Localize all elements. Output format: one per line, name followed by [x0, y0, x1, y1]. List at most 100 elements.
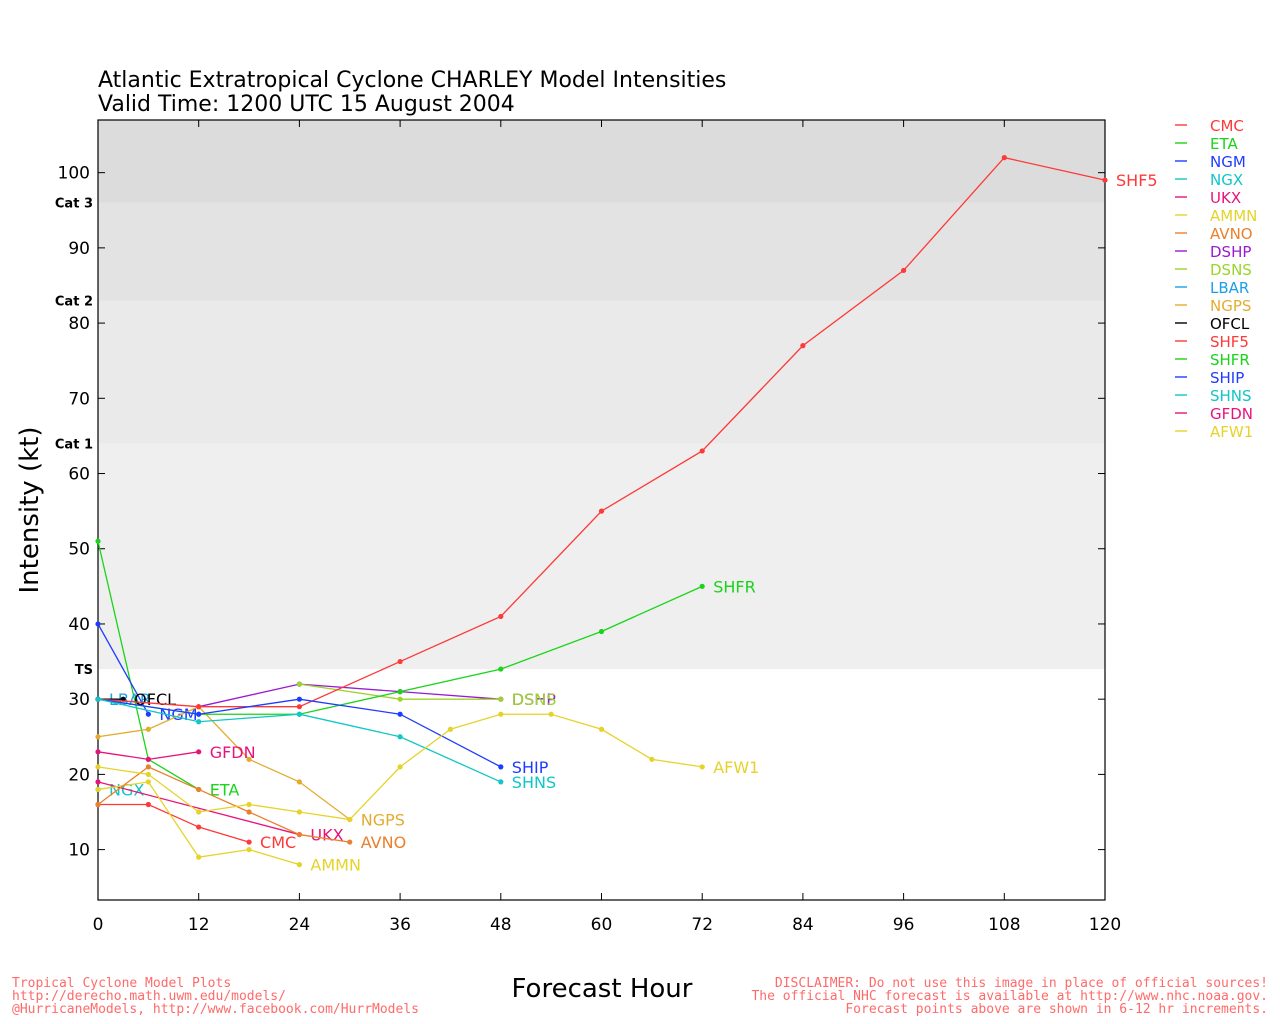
y-tick-label: 60	[68, 465, 90, 485]
series-label-ngps: NGPS	[361, 811, 405, 830]
data-point-ngps	[296, 779, 302, 785]
x-tick-label: 72	[691, 915, 713, 935]
data-point-gfdn	[95, 749, 101, 755]
x-axis: 0 12 24 36 48 60 72 84 96 108 120	[93, 120, 1121, 935]
intensity-band-1	[98, 443, 1105, 670]
data-point-ship	[498, 764, 504, 770]
legend-label-eta: ETA	[1210, 135, 1238, 153]
series-label-avno: AVNO	[361, 833, 406, 852]
data-point-ship	[296, 696, 302, 702]
category-label-ts: TS	[75, 663, 93, 678]
data-point-ammn	[196, 854, 202, 860]
data-point-shf5	[296, 704, 302, 710]
y-tick-label: 30	[68, 690, 90, 710]
legend: CMCETANGMNGXUKXAMMNAVNODSHPDSNSLBARNGPSO…	[1175, 117, 1257, 441]
data-point-shf5	[800, 343, 806, 349]
data-point-shf5	[699, 448, 705, 454]
data-point-ammn	[296, 862, 302, 868]
series-label-shfr: SHFR	[713, 577, 756, 596]
data-point-avno	[246, 809, 252, 815]
footer-right: DISCLAIMER: Do not use this image in pla…	[751, 976, 1268, 1017]
data-point-dsns	[397, 696, 403, 702]
data-point-avno	[145, 764, 151, 770]
footer-left-line-3: @HurricaneModels, http://www.facebook.co…	[12, 1002, 419, 1017]
model-series: CMCETANGMNGXUKXAMMNAVNODSHPDSNSLBARNGPSO…	[95, 155, 1158, 875]
data-point-ngps	[246, 756, 252, 762]
y-tick-label: 90	[68, 239, 90, 259]
series-label-ammn: AMMN	[310, 856, 361, 875]
data-point-shfr	[699, 583, 705, 589]
series-avno: AVNO	[95, 764, 406, 852]
category-label-cat-2: Cat 2	[55, 295, 93, 310]
y-tick-label: 50	[68, 540, 90, 560]
data-point-gfdn	[196, 749, 202, 755]
legend-label-dshp: DSHP	[1210, 243, 1251, 261]
data-point-afw1	[447, 726, 454, 732]
data-point-ship	[397, 711, 403, 717]
series-shns: SHNS	[95, 696, 556, 792]
data-point-shns	[397, 734, 403, 740]
data-point-shf5	[498, 613, 504, 620]
data-point-dsns	[296, 681, 302, 687]
category-label-cat-1: Cat 1	[55, 437, 93, 452]
data-point-avno	[347, 839, 353, 845]
legend-label-afw1: AFW1	[1210, 423, 1253, 441]
legend-label-avno: AVNO	[1210, 225, 1253, 243]
footer-left-line-1: Tropical Cyclone Model Plots	[12, 976, 231, 991]
x-tick-label: 0	[93, 915, 104, 935]
x-tick-label: 84	[792, 915, 814, 935]
y-axis: 10 20 30 40 50 60 70 80 90 100	[58, 164, 1105, 861]
data-point-shns	[95, 696, 101, 702]
data-point-shf5	[397, 658, 403, 665]
data-point-shf5	[196, 704, 202, 710]
intensity-band-2	[98, 300, 1105, 444]
y-axis-title: Intensity (kt)	[15, 427, 45, 594]
series-label-gfdn: GFDN	[210, 743, 256, 762]
legend-label-gfdn: GFDN	[1210, 405, 1253, 423]
data-point-dsns	[498, 696, 504, 702]
series-label-shns: SHNS	[512, 773, 556, 792]
data-point-shns	[296, 711, 302, 717]
series-label-ofcl: OFCL	[134, 690, 176, 709]
data-point-avno	[196, 786, 202, 793]
data-point-afw1	[699, 764, 705, 770]
data-point-cmc	[145, 801, 151, 808]
series-line-dshp	[198, 683, 501, 708]
legend-label-ship: SHIP	[1210, 369, 1244, 387]
data-point-afw1	[296, 809, 302, 815]
footer-left: Tropical Cyclone Model Plots http://dere…	[12, 976, 419, 1017]
data-point-ngm	[95, 621, 101, 627]
x-tick-label: 36	[389, 915, 411, 935]
data-point-afw1	[145, 771, 151, 777]
series-gfdn: GFDN	[95, 743, 256, 762]
data-point-cmc	[196, 824, 202, 830]
series-dsns: DSNS	[296, 681, 557, 709]
data-point-ngps	[145, 726, 151, 732]
series-label-dsns: DSNS	[512, 690, 557, 709]
data-point-avno	[95, 801, 101, 808]
category-labels: TS Cat 1 Cat 2 Cat 3	[55, 197, 93, 678]
legend-label-dsns: DSNS	[1210, 261, 1252, 279]
legend-label-cmc: CMC	[1210, 117, 1244, 135]
data-point-shf5	[1102, 177, 1108, 183]
series-line-ngps	[97, 705, 351, 821]
chart-subtitle: Valid Time: 1200 UTC 15 August 2004	[98, 92, 515, 117]
series-label-ship: SHIP	[512, 758, 549, 777]
x-tick-label: 108	[988, 915, 1020, 935]
legend-label-ngm: NGM	[1210, 153, 1246, 171]
series-label-eta: ETA	[210, 780, 240, 799]
data-point-shf5	[901, 267, 907, 274]
data-point-shfr	[498, 666, 504, 672]
data-point-afw1	[649, 756, 655, 762]
series-afw1: AFW1	[95, 711, 759, 823]
legend-label-ofcl: OFCL	[1210, 315, 1250, 333]
x-tick-label: 60	[591, 915, 613, 935]
data-point-shns	[498, 779, 504, 785]
data-point-afw1	[196, 809, 202, 815]
series-label-afw1: AFW1	[713, 758, 759, 777]
legend-label-shfr: SHFR	[1210, 351, 1250, 369]
legend-label-ammn: AMMN	[1210, 207, 1257, 225]
x-tick-label: 120	[1089, 915, 1121, 935]
data-point-afw1	[548, 711, 554, 717]
data-point-ngps	[95, 734, 101, 740]
